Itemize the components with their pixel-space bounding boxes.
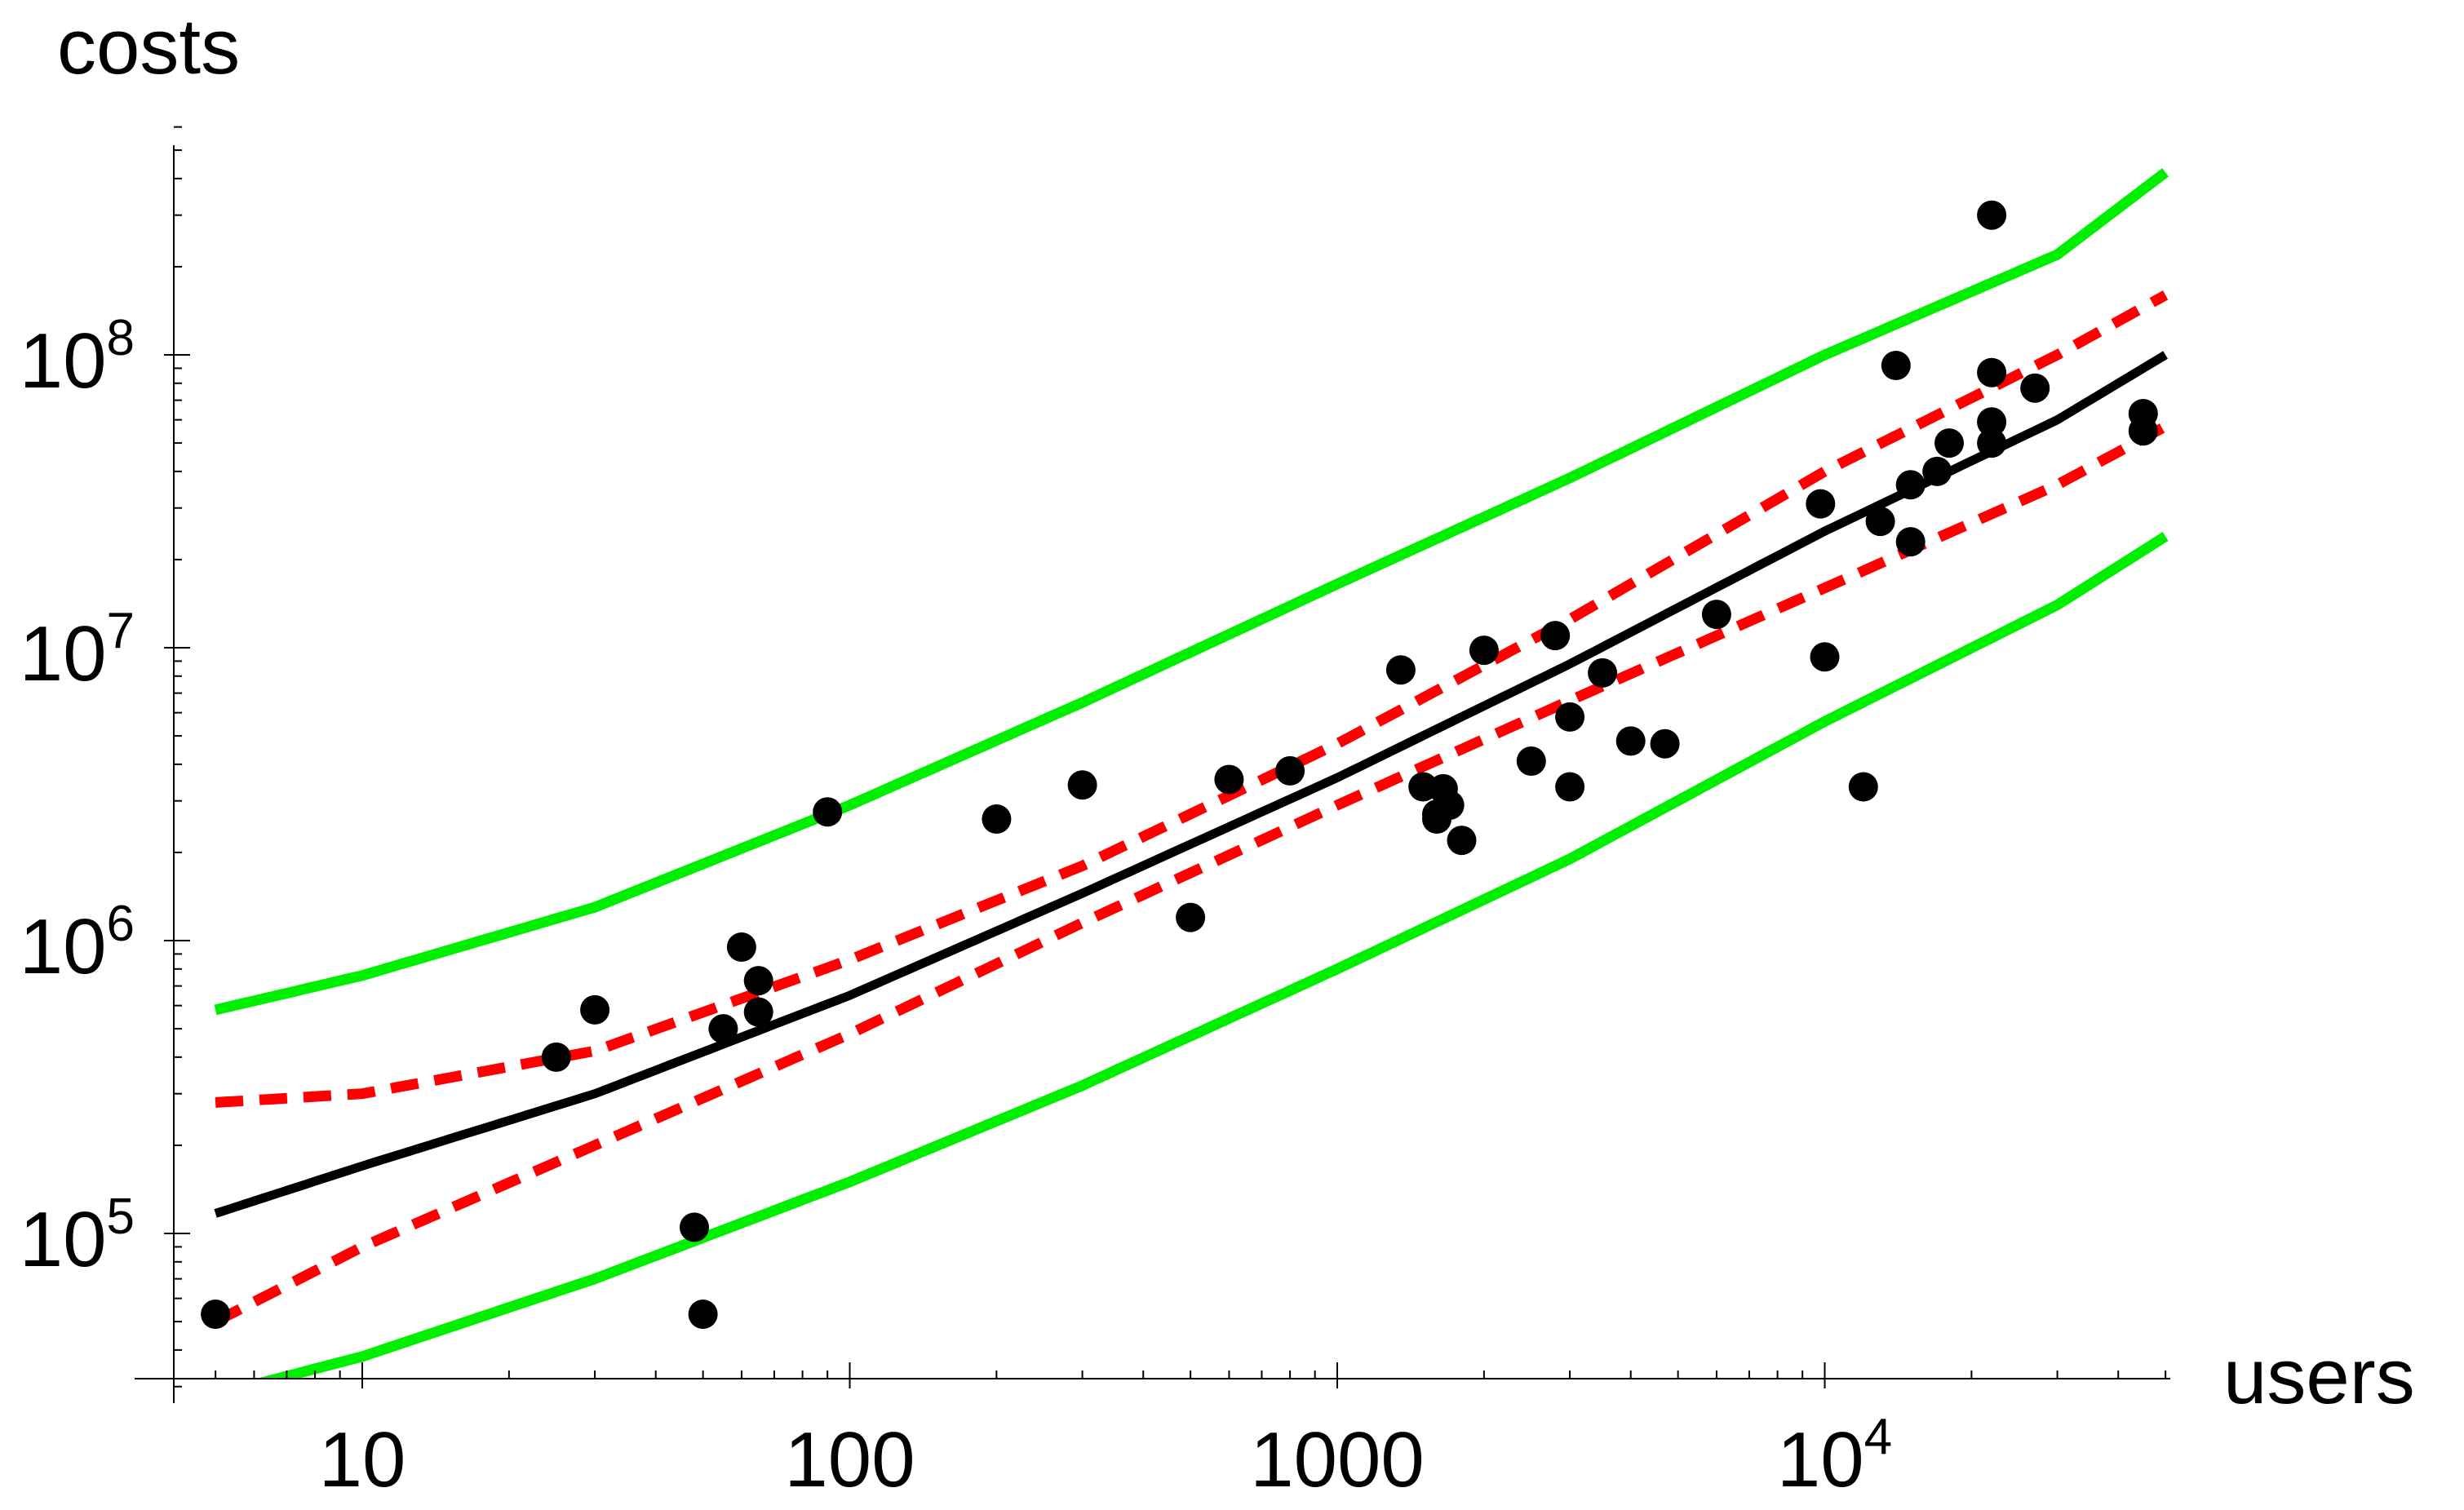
data-point [201, 1300, 231, 1329]
y-tick-label: 108 [20, 310, 135, 405]
prediction-band-lower-line [256, 532, 2169, 1379]
data-point [541, 1042, 571, 1072]
y-tick-label: 106 [20, 896, 135, 990]
data-point [580, 994, 610, 1025]
data-point [1977, 200, 2007, 230]
data-point [1650, 728, 1680, 759]
data-point [1214, 764, 1244, 795]
labels-layer: 10 100 1000 104 105 106 107 108 [20, 310, 1892, 1503]
data-point [1977, 407, 2007, 437]
data-point [1516, 746, 1546, 776]
data-point [1275, 755, 1305, 786]
data-point [2020, 373, 2050, 403]
data-point [1865, 507, 1895, 537]
y-axis-title: costs [57, 3, 240, 91]
data-point [2128, 416, 2158, 446]
ticks-layer [164, 126, 2167, 1388]
data-point [1540, 621, 1571, 651]
prediction-band-upper-line [214, 168, 2169, 1016]
data-point [1615, 726, 1646, 756]
data-point [1447, 826, 1477, 856]
data-point [1701, 600, 1731, 630]
data-point [1934, 428, 1964, 458]
data-point [1895, 527, 1926, 557]
data-point [1469, 635, 1499, 666]
confidence-band-upper-line [215, 290, 2169, 1108]
data-point [1848, 772, 1878, 802]
data-point [813, 797, 843, 827]
points-layer [201, 200, 2158, 1329]
data-point [1806, 489, 1836, 519]
data-point [1555, 772, 1585, 802]
data-point [1977, 357, 2007, 387]
x-tick-label: 100 [784, 1416, 915, 1503]
data-point [1067, 770, 1097, 800]
data-point [1977, 428, 2007, 458]
x-tick-label: 1000 [1250, 1416, 1425, 1503]
data-point [688, 1300, 718, 1329]
y-tick-label: 105 [20, 1189, 135, 1283]
data-point [1895, 470, 1926, 500]
data-point [680, 1212, 709, 1242]
confidence-band-lower-line [213, 421, 2169, 1326]
data-point [1385, 655, 1416, 685]
x-tick-label: 10 [319, 1416, 406, 1503]
data-point [1434, 790, 1465, 820]
x-axis-title: users [2223, 1333, 2415, 1420]
data-point [1588, 658, 1618, 688]
data-point [743, 966, 773, 996]
data-point [1555, 702, 1585, 732]
data-point [743, 997, 773, 1027]
y-tick-label: 107 [20, 603, 135, 697]
data-point [1176, 902, 1206, 932]
x-tick-label: 104 [1777, 1409, 1892, 1503]
data-point [708, 1014, 738, 1044]
data-point [726, 932, 756, 962]
data-point [1881, 351, 1911, 380]
data-point [982, 804, 1012, 834]
data-point [1810, 642, 1840, 672]
data-point [1922, 456, 1952, 486]
